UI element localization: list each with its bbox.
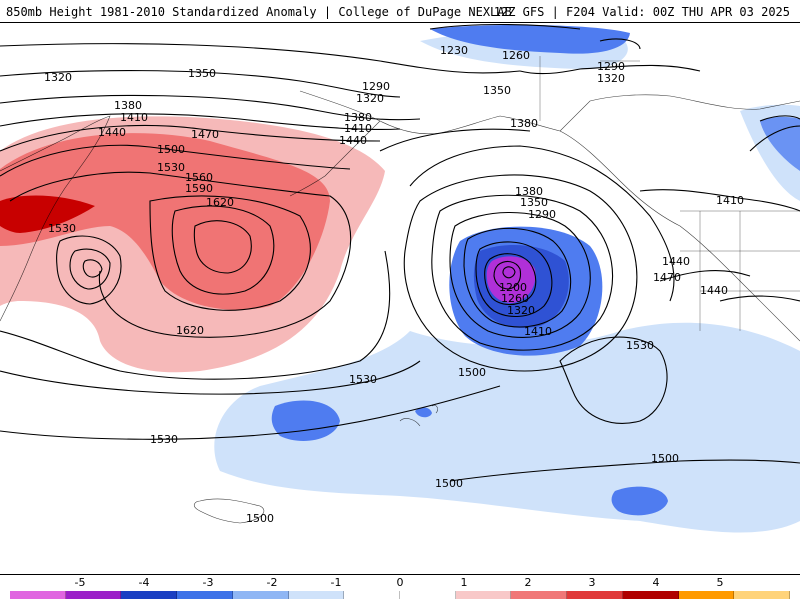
height-contours — [0, 23, 800, 482]
colorbar-segment — [511, 591, 568, 599]
contour-label: 1500 — [458, 366, 486, 379]
contour-label: 1440 — [700, 284, 728, 297]
colorbar-tick-label: 2 — [524, 576, 532, 589]
contour-label: 1320 — [507, 304, 535, 317]
contour-label: 1410 — [716, 194, 744, 207]
colorbar-tick-label: -1 — [330, 576, 342, 589]
contour-label: 1260 — [501, 292, 529, 305]
colorbar-tick-label: 3 — [588, 576, 596, 589]
contour-label: 1350 — [520, 196, 548, 209]
colorbar-tick-label: 5 — [716, 576, 724, 589]
colorbar-segment — [121, 591, 178, 599]
colorbar-segment — [288, 591, 345, 599]
contour-label: 1410 — [120, 111, 148, 124]
contour-label: 1290 — [362, 80, 390, 93]
colorbar-segment — [10, 591, 66, 599]
contour-label: 1470 — [653, 271, 681, 284]
contour-label: 1440 — [662, 255, 690, 268]
contour-label: 1230 — [440, 44, 468, 57]
anomaly-map: 1230 1260 1290 1320 1320 1350 1290 1320 … — [0, 23, 800, 533]
contour-label: 1410 — [524, 325, 552, 338]
contour-label: 1350 — [188, 67, 216, 80]
contour-label: 1590 — [185, 182, 213, 195]
contour-labels: 1230 1260 1290 1320 1320 1350 1290 1320 … — [44, 44, 744, 525]
contour-label: 1530 — [157, 161, 185, 174]
colorbar-segment — [678, 591, 735, 599]
contour-label: 1290 — [528, 208, 556, 221]
contour-label: 1290 — [597, 60, 625, 73]
colorbar-segment — [232, 591, 289, 599]
colorbar-strip — [10, 591, 791, 599]
contour-label: 1260 — [502, 49, 530, 62]
colorbar-tick-label: -4 — [138, 576, 150, 589]
colorbar-segment — [734, 591, 791, 599]
map-header: 850mb Height 1981-2010 Standardized Anom… — [0, 0, 800, 22]
colorbar-tick-label: -2 — [266, 576, 278, 589]
contour-label: 1350 — [483, 84, 511, 97]
colorbar-tick-label: -5 — [74, 576, 86, 589]
contour-label: 1380 — [114, 99, 142, 112]
colorbar-segment — [177, 591, 233, 599]
negative-anomaly-light-region — [214, 322, 800, 533]
map-panel: 1230 1260 1290 1320 1320 1350 1290 1320 … — [0, 22, 800, 575]
contour-label: 1470 — [191, 128, 219, 141]
contour-label: 1320 — [44, 71, 72, 84]
contour-label: 1200 — [499, 281, 527, 294]
colorbar-segment — [400, 591, 456, 599]
contour-label: 1440 — [339, 134, 367, 147]
colorbar-segment — [567, 591, 623, 599]
colorbar-tick-label: 0 — [396, 576, 404, 589]
colorbar-segment — [65, 591, 122, 599]
colorbar-segment — [455, 591, 512, 599]
contour-label: 1530 — [150, 433, 178, 446]
colorbar-segment — [622, 591, 679, 599]
colorbar-tick-label: -3 — [202, 576, 214, 589]
contour-label: 1560 — [185, 171, 213, 184]
contour-label: 1320 — [356, 92, 384, 105]
colorbar-tick-label: 1 — [460, 576, 468, 589]
contour-label: 1500 — [157, 143, 185, 156]
contour-label: 1620 — [206, 196, 234, 209]
colorbar-tick-label: 4 — [652, 576, 660, 589]
contour-label: 1410 — [344, 122, 372, 135]
contour-label: 1530 — [626, 339, 654, 352]
contour-label: 1620 — [176, 324, 204, 337]
model-valid-time: 12Z GFS | F204 Valid: 00Z THU APR 03 202… — [493, 5, 790, 19]
contour-label: 1500 — [651, 452, 679, 465]
contour-label: 1380 — [510, 117, 538, 130]
contour-label: 1380 — [515, 185, 543, 198]
map-title: 850mb Height 1981-2010 Standardized Anom… — [6, 5, 512, 19]
contour-label: 1320 — [597, 72, 625, 85]
contour-label: 1440 — [98, 126, 126, 139]
anomaly-colorbar: -5 -4 -3 -2 -1 0 1 2 3 4 5 — [0, 575, 800, 600]
contour-label: 1530 — [48, 222, 76, 235]
contour-label: 1500 — [435, 477, 463, 490]
colorbar-segment — [344, 591, 401, 599]
contour-label: 1500 — [246, 512, 274, 525]
contour-label: 1530 — [349, 373, 377, 386]
contour-label: 1380 — [344, 111, 372, 124]
